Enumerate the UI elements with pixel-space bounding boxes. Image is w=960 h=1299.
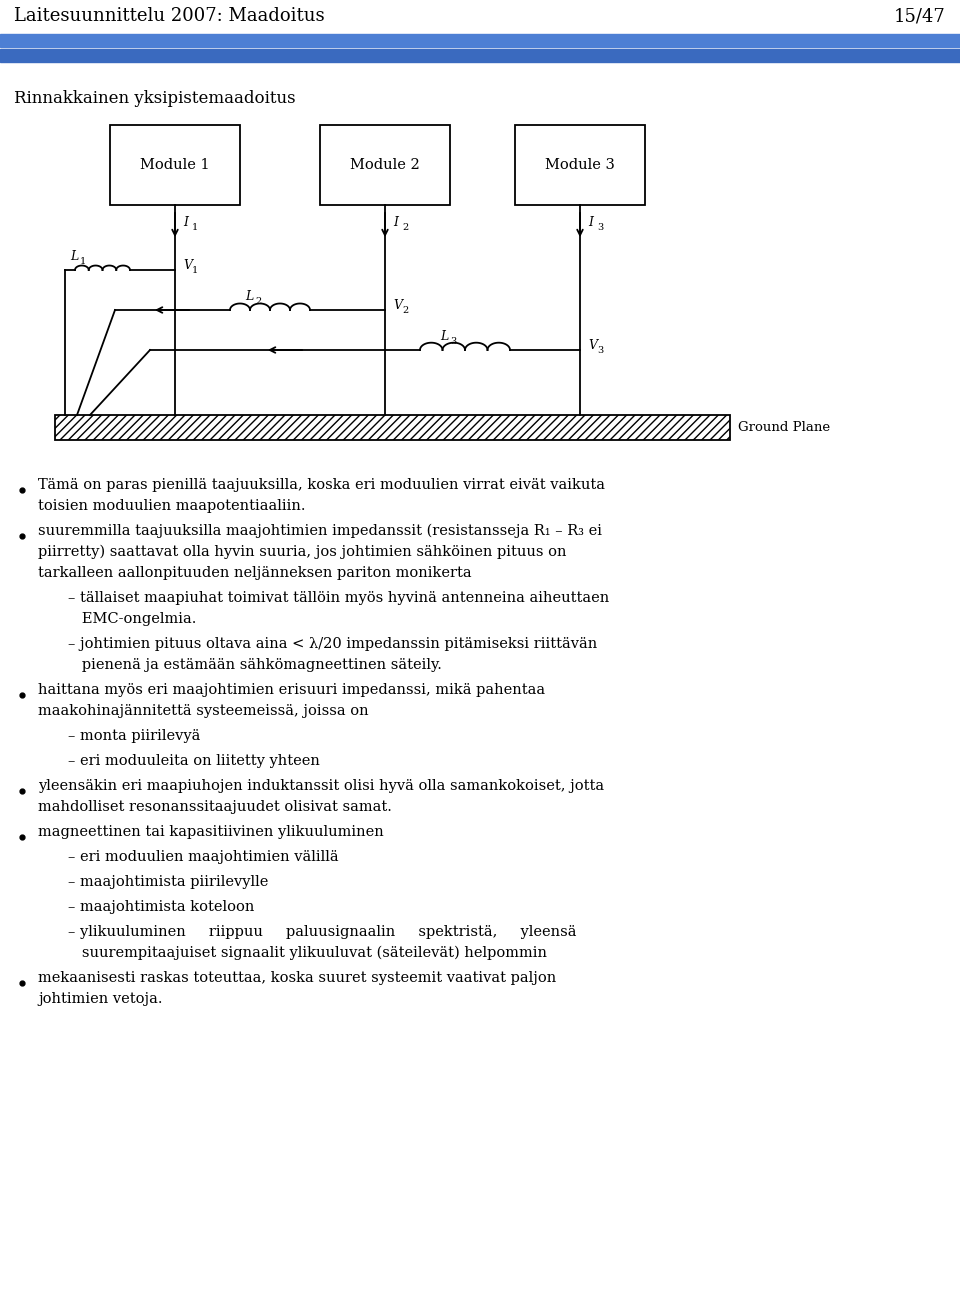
Text: suurempitaajuiset signaalit ylikuuluvat (säteilevät) helpommin: suurempitaajuiset signaalit ylikuuluvat … bbox=[68, 946, 547, 960]
Text: maakohinajännitettä systeemeissä, joissa on: maakohinajännitettä systeemeissä, joissa… bbox=[38, 704, 369, 718]
Text: haittana myös eri maajohtimien erisuuri impedanssi, mikä pahentaa: haittana myös eri maajohtimien erisuuri … bbox=[38, 683, 545, 698]
Text: johtimien vetoja.: johtimien vetoja. bbox=[38, 992, 162, 1005]
Text: L: L bbox=[440, 330, 448, 343]
Text: I: I bbox=[588, 216, 593, 229]
Text: tarkalleen aallonpituuden neljänneksen pariton monikerta: tarkalleen aallonpituuden neljänneksen p… bbox=[38, 566, 471, 579]
Bar bbox=[0, 49, 960, 62]
Text: – tällaiset maapiuhat toimivat tällöin myös hyvinä antenneina aiheuttaen: – tällaiset maapiuhat toimivat tällöin m… bbox=[68, 591, 610, 605]
Text: 2: 2 bbox=[255, 296, 261, 305]
Text: Ground Plane: Ground Plane bbox=[738, 421, 830, 434]
Text: V: V bbox=[588, 339, 597, 352]
Text: – eri moduulien maajohtimien välillä: – eri moduulien maajohtimien välillä bbox=[68, 850, 339, 864]
Text: 2: 2 bbox=[402, 222, 408, 231]
Text: yleensäkin eri maapiuhojen induktanssit olisi hyvä olla samankokoiset, jotta: yleensäkin eri maapiuhojen induktanssit … bbox=[38, 779, 604, 792]
Text: – eri moduuleita on liitetty yhteen: – eri moduuleita on liitetty yhteen bbox=[68, 753, 320, 768]
Text: piirretty) saattavat olla hyvin suuria, jos johtimien sähköinen pituus on: piirretty) saattavat olla hyvin suuria, … bbox=[38, 546, 566, 560]
Text: 1: 1 bbox=[192, 265, 199, 274]
Text: 2: 2 bbox=[402, 305, 408, 314]
Bar bbox=[0, 34, 960, 47]
Bar bbox=[320, 125, 450, 205]
Text: I: I bbox=[393, 216, 398, 229]
Text: magneettinen tai kapasitiivinen ylikuuluminen: magneettinen tai kapasitiivinen ylikuulu… bbox=[38, 825, 384, 839]
Bar bbox=[55, 414, 730, 440]
Bar bbox=[515, 125, 645, 205]
Text: 3: 3 bbox=[597, 222, 603, 231]
Text: toisien moduulien maapotentiaaliin.: toisien moduulien maapotentiaaliin. bbox=[38, 499, 305, 513]
Text: Module 2: Module 2 bbox=[350, 158, 420, 171]
Text: V: V bbox=[183, 259, 192, 271]
Text: – monta piirilevyä: – monta piirilevyä bbox=[68, 729, 201, 743]
Text: Tämä on paras pienillä taajuuksilla, koska eri moduulien virrat eivät vaikuta: Tämä on paras pienillä taajuuksilla, kos… bbox=[38, 478, 605, 492]
Text: L: L bbox=[245, 290, 253, 303]
Text: L: L bbox=[70, 249, 79, 262]
Text: – ylikuuluminen     riippuu     paluusignaalin     spektristä,     yleensä: – ylikuuluminen riippuu paluusignaalin s… bbox=[68, 925, 577, 939]
Text: 3: 3 bbox=[450, 336, 456, 346]
Text: mahdolliset resonanssitaajuudet olisivat samat.: mahdolliset resonanssitaajuudet olisivat… bbox=[38, 800, 392, 814]
Text: Rinnakkainen yksipistemaadoitus: Rinnakkainen yksipistemaadoitus bbox=[14, 90, 296, 107]
Text: Module 3: Module 3 bbox=[545, 158, 615, 171]
Bar bbox=[0, 0, 960, 32]
Text: pienenä ja estämään sähkömagneettinen säteily.: pienenä ja estämään sähkömagneettinen sä… bbox=[68, 659, 442, 672]
Text: – maajohtimista piirilevylle: – maajohtimista piirilevylle bbox=[68, 876, 269, 889]
Text: EMC-ongelmia.: EMC-ongelmia. bbox=[68, 612, 197, 626]
Text: – maajohtimista koteloon: – maajohtimista koteloon bbox=[68, 900, 254, 914]
Text: I: I bbox=[183, 216, 188, 229]
Bar bbox=[110, 125, 240, 205]
Text: 15/47: 15/47 bbox=[895, 6, 946, 25]
Text: 1: 1 bbox=[192, 222, 199, 231]
Text: suuremmilla taajuuksilla maajohtimien impedanssit (resistansseja R₁ – R₃ ei: suuremmilla taajuuksilla maajohtimien im… bbox=[38, 523, 602, 538]
Text: mekaanisesti raskas toteuttaa, koska suuret systeemit vaativat paljon: mekaanisesti raskas toteuttaa, koska suu… bbox=[38, 970, 556, 985]
Text: Module 1: Module 1 bbox=[140, 158, 210, 171]
Text: 3: 3 bbox=[597, 346, 603, 355]
Text: – johtimien pituus oltava aina < λ/20 impedanssin pitämiseksi riittävän: – johtimien pituus oltava aina < λ/20 im… bbox=[68, 637, 597, 651]
Text: Laitesuunnittelu 2007: Maadoitus: Laitesuunnittelu 2007: Maadoitus bbox=[14, 6, 324, 25]
Text: 1: 1 bbox=[80, 256, 86, 265]
Text: V: V bbox=[393, 299, 402, 312]
